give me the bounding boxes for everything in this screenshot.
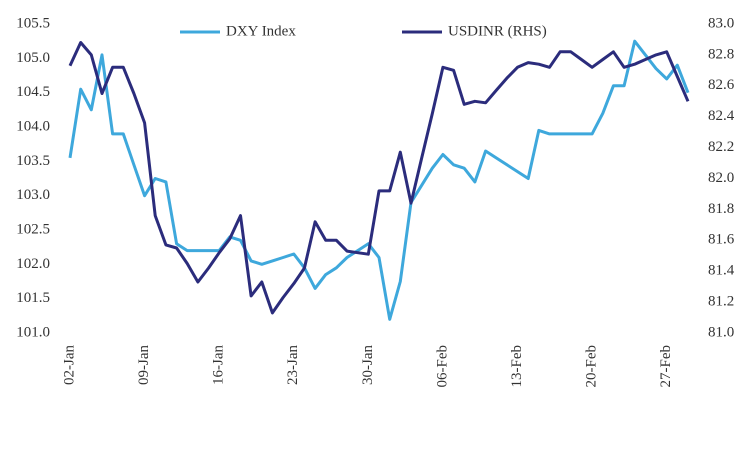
y-tick-label: 102.0 [16, 256, 50, 272]
y2-tick-label: 82.6 [708, 77, 735, 93]
y-tick-label: 104.5 [16, 84, 50, 100]
y-tick-label: 105.0 [16, 50, 50, 66]
series-line [68, 41, 690, 315]
y2-tick-label: 81.8 [708, 201, 734, 217]
series-line [68, 39, 690, 321]
x-tick-label: 13-Feb [509, 345, 525, 388]
y2-tick-label: 81.4 [708, 263, 735, 279]
y2-tick-label: 82.8 [708, 46, 734, 62]
legend-label: DXY Index [226, 23, 296, 39]
y2-tick-label: 82.2 [708, 139, 734, 155]
x-tick-label: 02-Jan [61, 345, 77, 385]
x-tick-label: 23-Jan [285, 345, 301, 385]
legend-label: USDINR (RHS) [448, 23, 547, 39]
y2-tick-label: 81.6 [708, 232, 735, 248]
y-tick-label: 103.0 [16, 187, 50, 203]
y2-tick-label: 81.0 [708, 324, 734, 340]
x-tick-label: 09-Jan [136, 345, 152, 385]
x-tick-label: 20-Feb [584, 345, 600, 388]
x-tick-label: 30-Jan [360, 345, 376, 385]
y-tick-label: 104.0 [16, 118, 50, 134]
y2-tick-label: 82.0 [708, 170, 734, 186]
y-tick-label: 105.5 [16, 15, 50, 31]
y2-tick-label: 82.4 [708, 108, 735, 124]
y-tick-label: 101.0 [16, 324, 50, 340]
x-tick-label: 27-Feb [658, 345, 674, 388]
x-tick-label: 06-Feb [434, 345, 450, 388]
y2-tick-label: 81.2 [708, 294, 734, 310]
y-tick-label: 102.5 [16, 221, 50, 237]
y-tick-label: 103.5 [16, 153, 50, 169]
y2-tick-label: 83.0 [708, 15, 734, 31]
y-tick-label: 101.5 [16, 290, 50, 306]
x-tick-label: 16-Jan [211, 345, 227, 385]
